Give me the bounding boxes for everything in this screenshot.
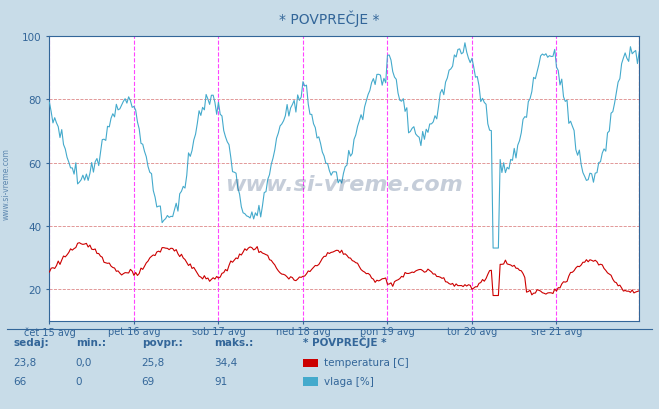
- Text: maks.:: maks.:: [214, 337, 254, 348]
- Text: povpr.:: povpr.:: [142, 337, 183, 348]
- Text: www.si-vreme.com: www.si-vreme.com: [2, 148, 11, 220]
- Text: 0,0: 0,0: [76, 357, 92, 367]
- Text: www.si-vreme.com: www.si-vreme.com: [225, 175, 463, 195]
- Text: 66: 66: [13, 375, 26, 386]
- Text: vlaga [%]: vlaga [%]: [324, 375, 374, 386]
- Text: 69: 69: [142, 375, 155, 386]
- Text: 23,8: 23,8: [13, 357, 36, 367]
- Text: 0: 0: [76, 375, 82, 386]
- Text: min.:: min.:: [76, 337, 106, 348]
- Text: 25,8: 25,8: [142, 357, 165, 367]
- Text: 91: 91: [214, 375, 227, 386]
- Text: temperatura [C]: temperatura [C]: [324, 357, 409, 367]
- Text: sedaj:: sedaj:: [13, 337, 49, 348]
- Text: * POVPREČJE *: * POVPREČJE *: [279, 10, 380, 27]
- Text: * POVPREČJE *: * POVPREČJE *: [303, 336, 387, 348]
- Text: 34,4: 34,4: [214, 357, 237, 367]
